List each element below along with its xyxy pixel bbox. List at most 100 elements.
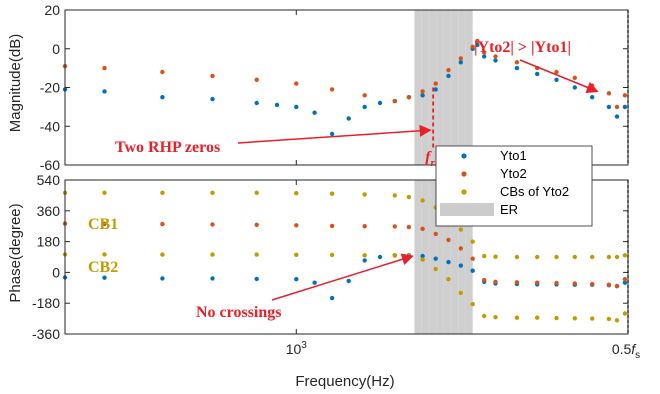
phase-point (160, 252, 165, 257)
magnitude-point (458, 60, 463, 65)
magnitude-point (274, 102, 280, 108)
phase-point (102, 190, 107, 195)
phase-point (458, 246, 463, 251)
legend: Yto1 Yto2 CBs of Yto2 ER (435, 145, 593, 227)
magnitude-point (606, 91, 612, 96)
y-axis-label-phase: Phase(degree) (7, 203, 24, 302)
phase-series-1 (62, 221, 628, 289)
magnitude-point (102, 65, 107, 71)
phase-point (446, 237, 451, 243)
magnitude-point (572, 75, 577, 81)
phase-point (254, 252, 259, 257)
phase-point (329, 191, 335, 196)
magnitude-point (554, 69, 559, 75)
magnitude-point (210, 96, 215, 102)
magnitude-ytick-label: 20 (44, 2, 60, 18)
phase-point (254, 276, 259, 282)
magnitude-point (554, 77, 559, 83)
magnitude-point (160, 69, 165, 75)
phase-point (482, 313, 487, 319)
phase-point (254, 190, 259, 195)
annotation-arrow (237, 124, 432, 144)
phase-point (329, 223, 335, 229)
phase-point (446, 277, 451, 282)
magnitude-ytick-label: 0 (52, 41, 60, 57)
phase-series-3 (62, 252, 628, 323)
phase-point (482, 253, 487, 259)
annotation-cb2: CB2 (88, 259, 118, 276)
legend-label: CBs of Yto2 (500, 184, 569, 199)
phase-point (554, 254, 559, 260)
phase-point (254, 222, 259, 227)
phase-point (572, 316, 577, 321)
magnitude-point (329, 87, 335, 92)
phase-point (590, 254, 595, 260)
phase-point (420, 226, 425, 231)
magnitude-point (420, 89, 425, 94)
phase-point (433, 256, 438, 261)
phase-point (493, 279, 498, 284)
phase-point (535, 254, 540, 260)
phase-point (622, 253, 628, 258)
magnitude-ytick-label: -40 (40, 118, 60, 134)
phase-point (392, 253, 397, 258)
phase-point (102, 221, 107, 226)
phase-point (433, 266, 438, 272)
phase-point (294, 223, 299, 228)
phase-point (362, 258, 367, 263)
magnitude-point (493, 58, 498, 63)
annotation-arrow (519, 59, 599, 93)
phase-point (377, 254, 383, 260)
legend-marker (461, 153, 467, 159)
phase-point (294, 277, 299, 282)
phase-point (312, 280, 317, 285)
annotation-magnitude-compare: |Yto2| > |Yto1| (474, 39, 571, 56)
magnitude-point (622, 93, 628, 98)
phase-point (470, 268, 475, 273)
phase-point (210, 276, 215, 281)
magnitude-point (433, 87, 438, 92)
phase-point (329, 295, 335, 301)
phase-point (606, 316, 612, 322)
phase-point (514, 280, 520, 285)
phase-ytick-label: 540 (37, 172, 61, 188)
magnitude-point (362, 104, 367, 110)
phase-point (458, 227, 463, 232)
phase-point (470, 239, 475, 244)
xtick-label-half-fs: 0.5fs (612, 341, 640, 361)
phase-point (554, 280, 559, 286)
magnitude-point (254, 77, 259, 83)
magnitude-point (433, 81, 438, 86)
magnitude-point (514, 65, 520, 71)
phase-point (210, 222, 215, 227)
xtick-label-1000: 103 (286, 340, 308, 357)
magnitude-point (160, 95, 165, 100)
phase-point (160, 190, 165, 195)
phase-point (590, 316, 595, 321)
phase-point (493, 254, 498, 259)
phase-point (346, 278, 351, 284)
magnitude-ytick-label: -20 (40, 80, 60, 96)
phase-point (514, 315, 520, 320)
magnitude-point (294, 104, 299, 110)
phase-point (294, 191, 299, 196)
magnitude-point (482, 54, 487, 59)
magnitude-point (458, 56, 463, 61)
phase-point (102, 252, 107, 257)
legend-patch (440, 203, 494, 216)
phase-point (622, 280, 628, 285)
phase-point (493, 315, 498, 320)
phase-point (622, 277, 628, 282)
magnitude-point (446, 67, 451, 73)
magnitude-point (606, 104, 612, 110)
magnitude-point (482, 50, 487, 55)
magnitude-point (329, 131, 335, 137)
phase-point (406, 224, 412, 230)
phase-point (614, 318, 620, 323)
phase-point (420, 253, 425, 259)
annotations: fr Two RHP zeros |Yto2| > |Yto1| CB1 CB2 No c… (88, 39, 599, 321)
fr-marker-label: fr (425, 149, 435, 169)
phase-ytick-label: -360 (32, 326, 60, 342)
phase-point (606, 282, 612, 287)
legend-label: ER (500, 202, 518, 217)
